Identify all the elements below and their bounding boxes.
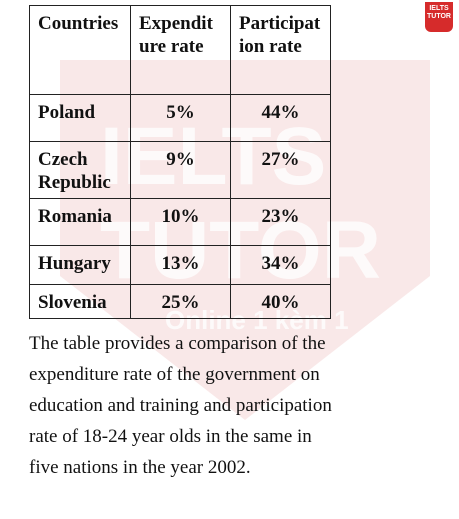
data-table: Countries Expenditure rate Participation r…: [29, 5, 331, 319]
table-cell: Czech Republic: [29, 141, 131, 199]
table-header: Countries Expenditure rate Participation r…: [29, 5, 331, 95]
description: The table provides a comparison of the e…: [29, 333, 332, 478]
table-cell: 10%: [130, 198, 231, 246]
table-row: Slovenia 25% 40%: [29, 284, 331, 319]
header-row: Countries Expenditure rate Participation r…: [29, 5, 331, 95]
table-cell: 5%: [130, 94, 231, 142]
table-cell: Poland: [29, 94, 131, 142]
table-cell: 27%: [230, 141, 331, 199]
table-cell: Hungary: [29, 245, 131, 285]
logo: IELTS TUTOR: [425, 2, 453, 32]
header-cell: Expenditure rate: [130, 5, 231, 95]
table-cell: 40%: [230, 284, 331, 319]
table-cell: 13%: [130, 245, 231, 285]
table-cell: 9%: [130, 141, 231, 199]
header-cell: Countries: [29, 5, 131, 95]
table-cell: 25%: [130, 284, 231, 319]
table-cell: Slovenia: [29, 284, 131, 319]
table-cell: 44%: [230, 94, 331, 142]
table-row: Romania 10% 23%: [29, 198, 331, 246]
table-cell: 34%: [230, 245, 331, 285]
table-row: Czech Republic 9% 27%: [29, 141, 331, 199]
table-cell: 23%: [230, 198, 331, 246]
table-cell: Romania: [29, 198, 131, 246]
table-row: Poland 5% 44%: [29, 94, 331, 142]
header-cell: Participation rate: [230, 5, 331, 95]
table-body: Poland 5% 44% Czech Republic 9% 27% Romania 10%…: [29, 94, 331, 319]
table-row: Hungary 13% 34%: [29, 245, 331, 285]
